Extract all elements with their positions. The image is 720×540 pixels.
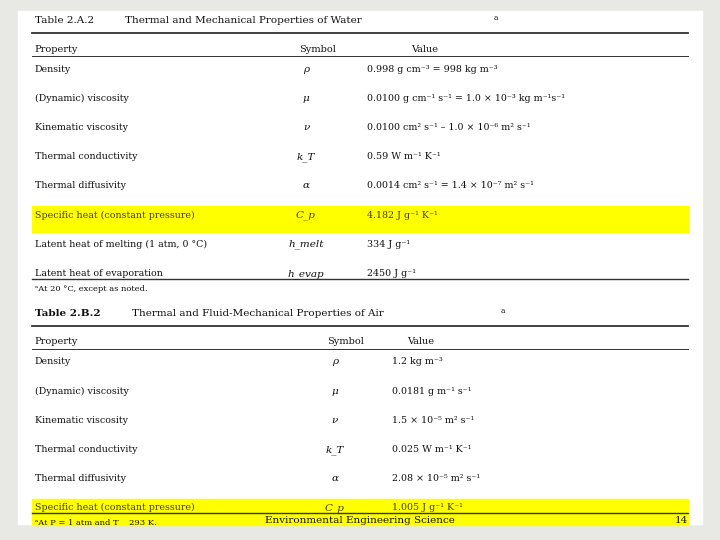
Text: Environmental Engineering Science: Environmental Engineering Science: [265, 516, 455, 525]
Text: (Dynamic) viscosity: (Dynamic) viscosity: [35, 94, 128, 103]
Text: ᵃAt 20 °C, except as noted.: ᵃAt 20 °C, except as noted.: [35, 285, 147, 293]
Text: Table 2.B.2: Table 2.B.2: [35, 309, 100, 318]
Text: Value: Value: [407, 338, 434, 347]
Text: Thermal diffusivity: Thermal diffusivity: [35, 474, 125, 483]
Text: h_evap: h_evap: [288, 269, 324, 279]
Text: α: α: [331, 474, 338, 483]
Text: Property: Property: [35, 45, 78, 54]
Text: (Dynamic) viscosity: (Dynamic) viscosity: [35, 387, 128, 396]
Bar: [32, 499, 688, 524]
Text: Kinematic viscosity: Kinematic viscosity: [35, 123, 127, 132]
Text: Thermal conductivity: Thermal conductivity: [35, 445, 137, 454]
Text: Kinematic viscosity: Kinematic viscosity: [35, 416, 127, 425]
Text: 0.025 W m⁻¹ K⁻¹: 0.025 W m⁻¹ K⁻¹: [392, 445, 472, 454]
Text: Symbol: Symbol: [328, 338, 364, 347]
Text: k_T: k_T: [325, 445, 344, 455]
Text: Thermal diffusivity: Thermal diffusivity: [35, 181, 125, 191]
Text: ᵃAt P = 1 atm and T    293 K.: ᵃAt P = 1 atm and T 293 K.: [35, 519, 156, 527]
Text: Density: Density: [35, 65, 71, 74]
Text: 0.59 W m⁻¹ K⁻¹: 0.59 W m⁻¹ K⁻¹: [367, 152, 441, 161]
Text: a: a: [493, 14, 498, 22]
Text: 4.182 J g⁻¹ K⁻¹: 4.182 J g⁻¹ K⁻¹: [367, 211, 438, 220]
Text: 2.08 × 10⁻⁵ m² s⁻¹: 2.08 × 10⁻⁵ m² s⁻¹: [392, 474, 480, 483]
Text: h_melt: h_melt: [288, 240, 324, 249]
Text: μ: μ: [331, 387, 338, 396]
Text: C_p: C_p: [296, 211, 316, 220]
Text: 0.0100 g cm⁻¹ s⁻¹ = 1.0 × 10⁻³ kg m⁻¹s⁻¹: 0.0100 g cm⁻¹ s⁻¹ = 1.0 × 10⁻³ kg m⁻¹s⁻¹: [367, 94, 565, 103]
Text: 0.998 g cm⁻³ = 998 kg m⁻³: 0.998 g cm⁻³ = 998 kg m⁻³: [367, 65, 498, 74]
Text: Thermal and Mechanical Properties of Water: Thermal and Mechanical Properties of Wat…: [112, 16, 361, 25]
Text: 1.5 × 10⁻⁵ m² s⁻¹: 1.5 × 10⁻⁵ m² s⁻¹: [392, 416, 474, 425]
Text: 0.0181 g m⁻¹ s⁻¹: 0.0181 g m⁻¹ s⁻¹: [392, 387, 472, 396]
Text: ν: ν: [303, 123, 309, 132]
Text: Thermal conductivity: Thermal conductivity: [35, 152, 137, 161]
Text: α: α: [302, 181, 310, 191]
Text: Specific heat (constant pressure): Specific heat (constant pressure): [35, 211, 194, 220]
Text: Density: Density: [35, 357, 71, 367]
Text: C_p: C_p: [325, 503, 345, 513]
Text: 1.005 J g⁻¹ K⁻¹: 1.005 J g⁻¹ K⁻¹: [392, 503, 463, 512]
Text: Thermal and Fluid-Mechanical Properties of Air: Thermal and Fluid-Mechanical Properties …: [119, 309, 384, 318]
Text: Specific heat (constant pressure): Specific heat (constant pressure): [35, 503, 194, 512]
Text: Latent heat of melting (1 atm, 0 °C): Latent heat of melting (1 atm, 0 °C): [35, 240, 207, 249]
Text: k_T: k_T: [297, 152, 315, 162]
Text: 334 J g⁻¹: 334 J g⁻¹: [367, 240, 410, 249]
Text: ρ: ρ: [303, 65, 309, 74]
Bar: [32, 206, 688, 232]
Text: Symbol: Symbol: [299, 45, 336, 54]
Text: 1.2 kg m⁻³: 1.2 kg m⁻³: [392, 357, 443, 367]
Text: 2450 J g⁻¹: 2450 J g⁻¹: [367, 269, 416, 278]
Text: Value: Value: [411, 45, 438, 54]
Text: 0.0014 cm² s⁻¹ = 1.4 × 10⁻⁷ m² s⁻¹: 0.0014 cm² s⁻¹ = 1.4 × 10⁻⁷ m² s⁻¹: [367, 181, 534, 191]
Text: Property: Property: [35, 338, 78, 347]
Text: a: a: [500, 307, 505, 315]
Text: μ: μ: [302, 94, 310, 103]
Text: 0.0100 cm² s⁻¹ – 1.0 × 10⁻⁶ m² s⁻¹: 0.0100 cm² s⁻¹ – 1.0 × 10⁻⁶ m² s⁻¹: [367, 123, 531, 132]
Text: 14: 14: [675, 516, 688, 525]
Text: ν: ν: [332, 416, 338, 425]
Text: ρ: ρ: [332, 357, 338, 367]
Text: Table 2.A.2: Table 2.A.2: [35, 16, 94, 25]
Text: Latent heat of evaporation: Latent heat of evaporation: [35, 269, 163, 278]
